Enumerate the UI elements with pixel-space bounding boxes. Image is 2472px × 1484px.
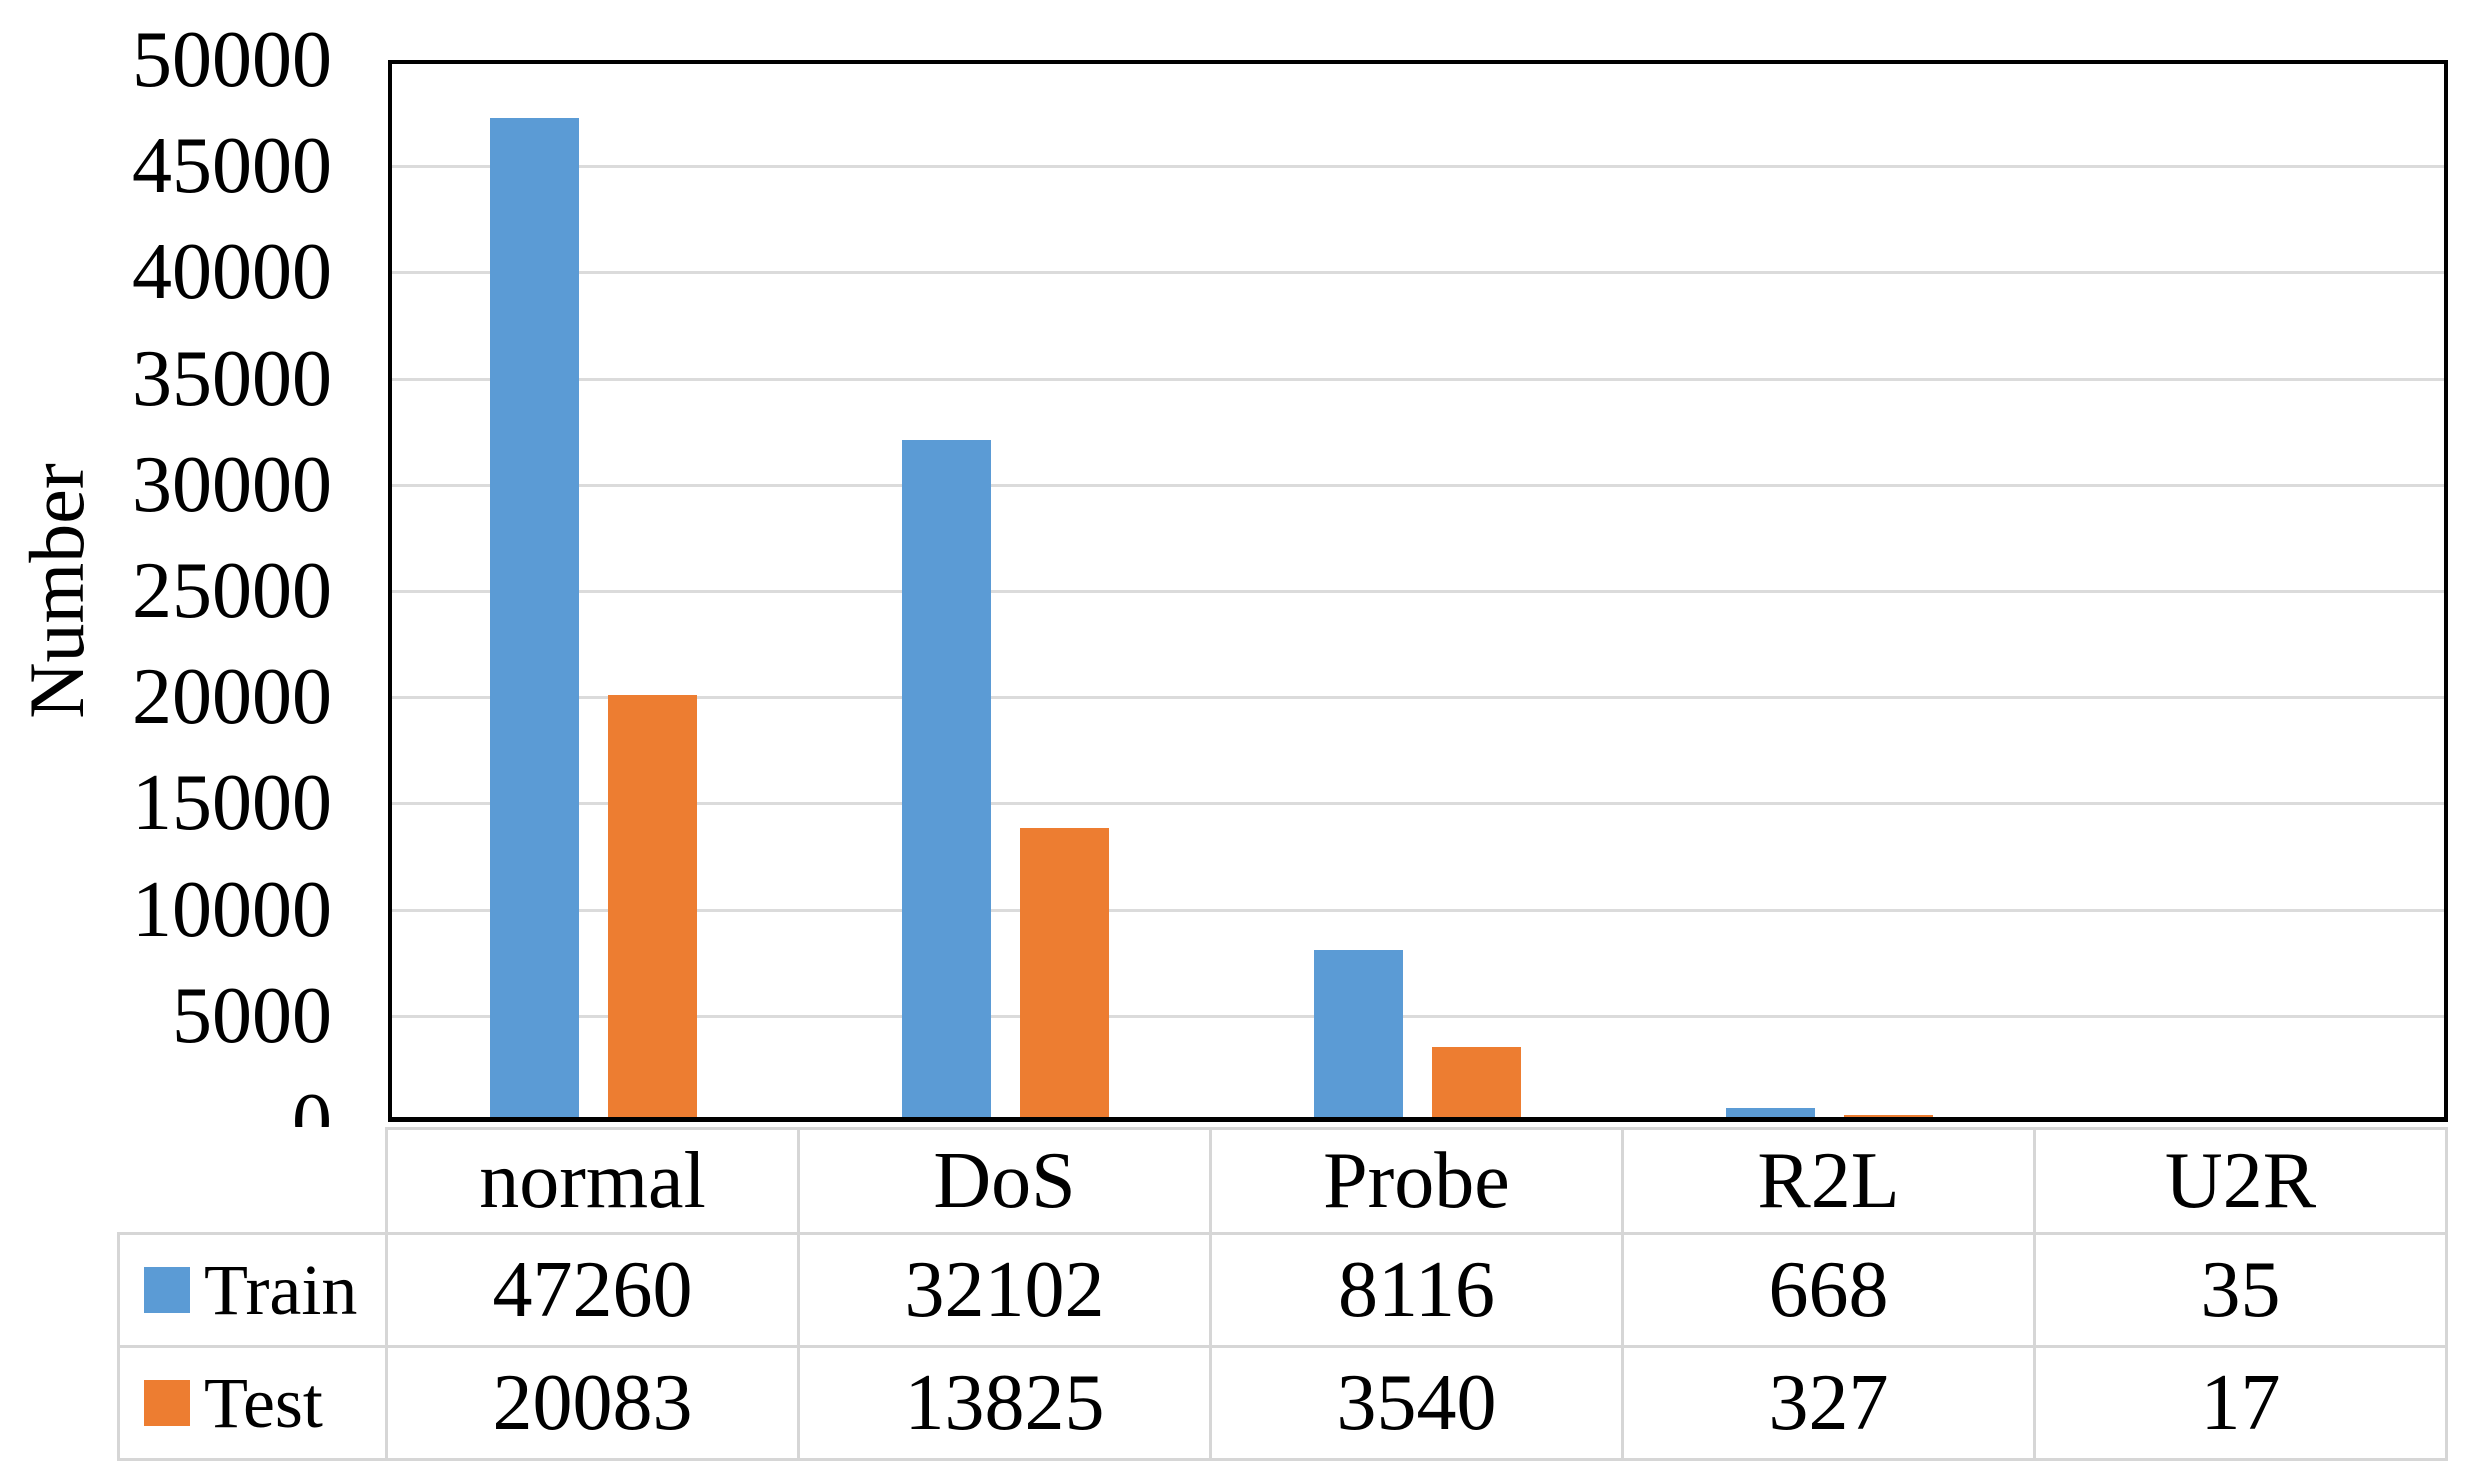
y-tick-30000: 30000 — [132, 440, 332, 529]
table-value-train-r2l: 668 — [1624, 1235, 2036, 1348]
bar-test-normal — [608, 695, 697, 1122]
gridline-5000 — [388, 1015, 2448, 1018]
table-header-r2l: R2L — [1624, 1127, 2036, 1235]
bar-train-dos — [902, 440, 991, 1122]
legend-label-test: Test — [204, 1363, 323, 1443]
legend-key-test: Test — [117, 1348, 388, 1461]
y-tick-45000: 45000 — [132, 122, 332, 211]
table-value-train-normal: 47260 — [388, 1235, 800, 1348]
table-value-train-dos: 32102 — [800, 1235, 1212, 1348]
y-axis-line — [388, 60, 392, 1122]
gridline-25000 — [388, 590, 2448, 593]
gridline-15000 — [388, 802, 2448, 805]
bar-train-normal — [490, 118, 579, 1122]
y-tick-40000: 40000 — [132, 228, 332, 317]
table-value-test-probe: 3540 — [1212, 1348, 1624, 1461]
gridline-35000 — [388, 378, 2448, 381]
y-tick-10000: 10000 — [132, 865, 332, 954]
gridline-40000 — [388, 271, 2448, 274]
table-value-test-r2l: 327 — [1624, 1348, 2036, 1461]
y-tick-15000: 15000 — [132, 759, 332, 848]
plot-border-right — [2444, 60, 2448, 1122]
table-header-probe: Probe — [1212, 1127, 1624, 1235]
y-tick-35000: 35000 — [132, 334, 332, 423]
bar-test-probe — [1432, 1047, 1521, 1122]
legend-label-train: Train — [204, 1250, 358, 1330]
bar-test-dos — [1020, 828, 1109, 1122]
gridline-45000 — [388, 165, 2448, 168]
y-tick-50000: 50000 — [132, 16, 332, 104]
plot-area — [388, 60, 2448, 1122]
gridline-20000 — [388, 696, 2448, 699]
gridline-10000 — [388, 909, 2448, 912]
y-tick-5000: 5000 — [172, 971, 332, 1060]
table-header-normal: normal — [388, 1127, 800, 1235]
table-value-test-u2r: 17 — [2036, 1348, 2448, 1461]
x-axis-line — [388, 1117, 2448, 1122]
train-color-swatch-icon — [144, 1267, 190, 1313]
gridline-30000 — [388, 484, 2448, 487]
table-value-train-u2r: 35 — [2036, 1235, 2448, 1348]
table-value-test-normal: 20083 — [388, 1348, 800, 1461]
table-corner-cell — [117, 1127, 388, 1235]
plot-border-top — [388, 60, 2448, 64]
y-tick-20000: 20000 — [132, 653, 332, 742]
table-header-dos: DoS — [800, 1127, 1212, 1235]
chart-data-table: normal DoS Probe R2L U2R Train 47260 32102 8116 6… — [117, 1127, 2448, 1461]
legend-key-train: Train — [117, 1235, 388, 1348]
table-value-train-probe: 8116 — [1212, 1235, 1624, 1348]
y-tick-25000: 25000 — [132, 547, 332, 635]
bar-train-probe — [1314, 950, 1403, 1122]
table-header-u2r: U2R — [2036, 1127, 2448, 1235]
test-color-swatch-icon — [144, 1380, 190, 1426]
table-value-test-dos: 13825 — [800, 1348, 1212, 1461]
